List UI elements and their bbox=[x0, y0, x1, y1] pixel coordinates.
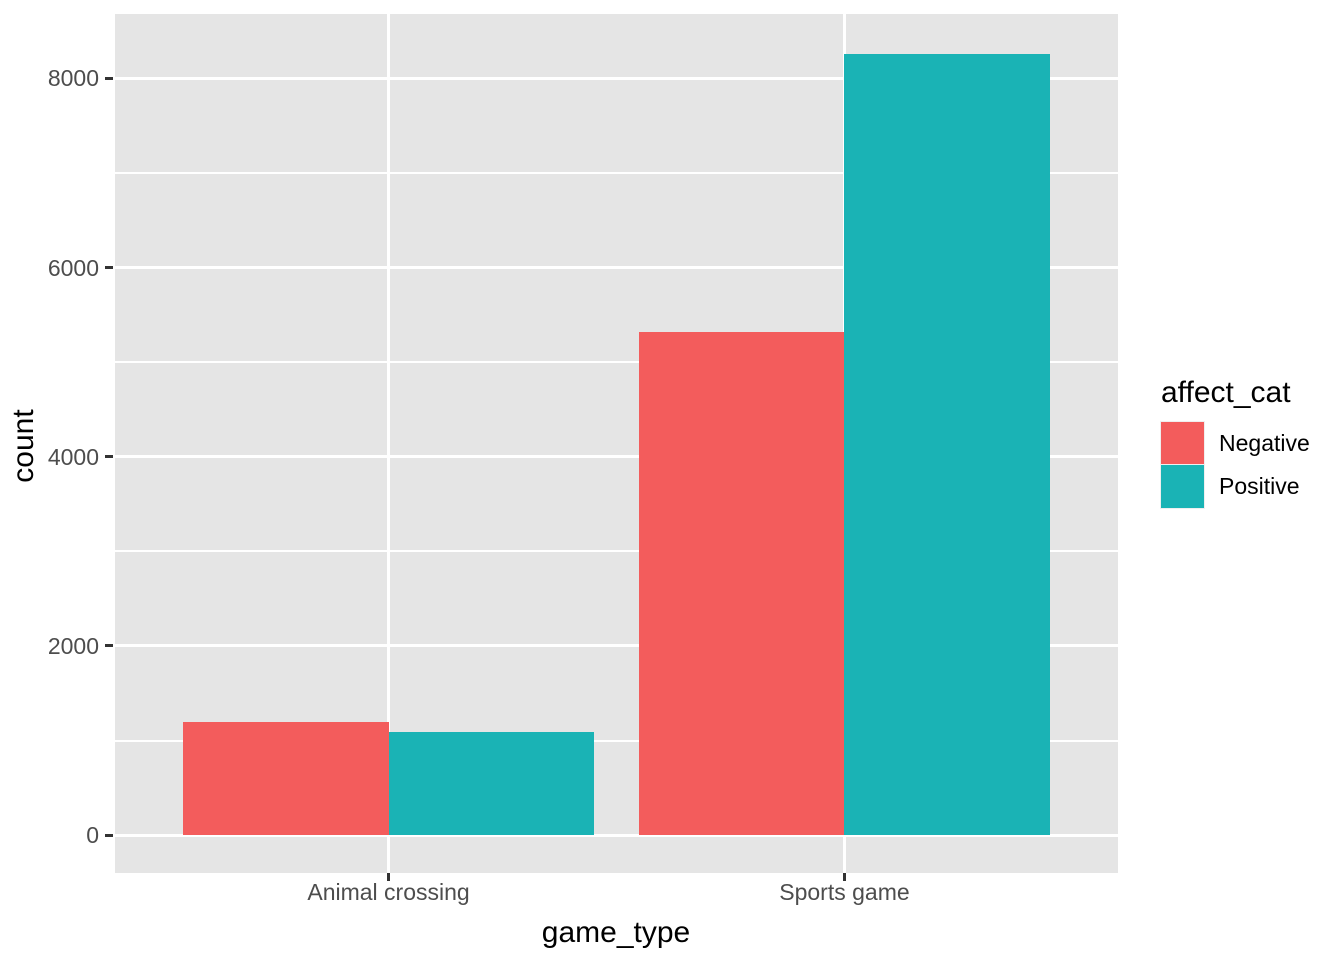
y-tick-label: 4000 bbox=[47, 443, 99, 470]
y-tick-label: 6000 bbox=[47, 254, 99, 281]
minor-gridline bbox=[115, 550, 1118, 553]
bar-positive-1 bbox=[844, 53, 1050, 836]
legend-title: affect_cat bbox=[1161, 376, 1291, 409]
legend-item-negative: Negative bbox=[1161, 422, 1310, 465]
legend: affect_cat Negative Positive bbox=[1161, 376, 1310, 508]
legend-swatch-negative bbox=[1161, 422, 1204, 465]
y-tick-mark bbox=[105, 455, 113, 459]
major-gridline bbox=[115, 455, 1118, 459]
x-tick-mark bbox=[842, 873, 846, 881]
major-gridline bbox=[115, 644, 1118, 648]
legend-item-positive: Positive bbox=[1161, 465, 1310, 508]
y-tick-label: 2000 bbox=[47, 632, 99, 659]
plot-panel bbox=[115, 14, 1118, 873]
y-tick-mark bbox=[105, 266, 113, 270]
legend-item-label: Positive bbox=[1219, 473, 1300, 499]
legend-keys: Negative Positive bbox=[1161, 422, 1310, 508]
bar-negative-0 bbox=[183, 721, 389, 836]
minor-gridline bbox=[115, 361, 1118, 364]
major-gridline bbox=[115, 76, 1118, 80]
major-gridline bbox=[115, 266, 1118, 270]
x-tick-label: Sports game bbox=[779, 879, 910, 905]
x-tick-label: Animal crossing bbox=[307, 879, 470, 905]
bar-positive-0 bbox=[388, 732, 594, 836]
x-axis-title: game_type bbox=[541, 916, 691, 949]
legend-item-label: Negative bbox=[1219, 430, 1310, 456]
y-tick-label: 0 bbox=[86, 822, 99, 849]
bar-negative-1 bbox=[639, 331, 845, 836]
y-tick-mark bbox=[105, 644, 113, 648]
y-tick-label: 8000 bbox=[47, 65, 99, 92]
y-tick-mark bbox=[105, 833, 113, 837]
y-tick-mark bbox=[105, 76, 113, 80]
x-tick-mark bbox=[387, 873, 391, 881]
legend-swatch-positive bbox=[1161, 465, 1204, 508]
minor-gridline bbox=[115, 739, 1118, 742]
major-gridline bbox=[115, 833, 1118, 837]
minor-gridline bbox=[115, 171, 1118, 174]
major-gridline-vertical bbox=[387, 14, 391, 873]
